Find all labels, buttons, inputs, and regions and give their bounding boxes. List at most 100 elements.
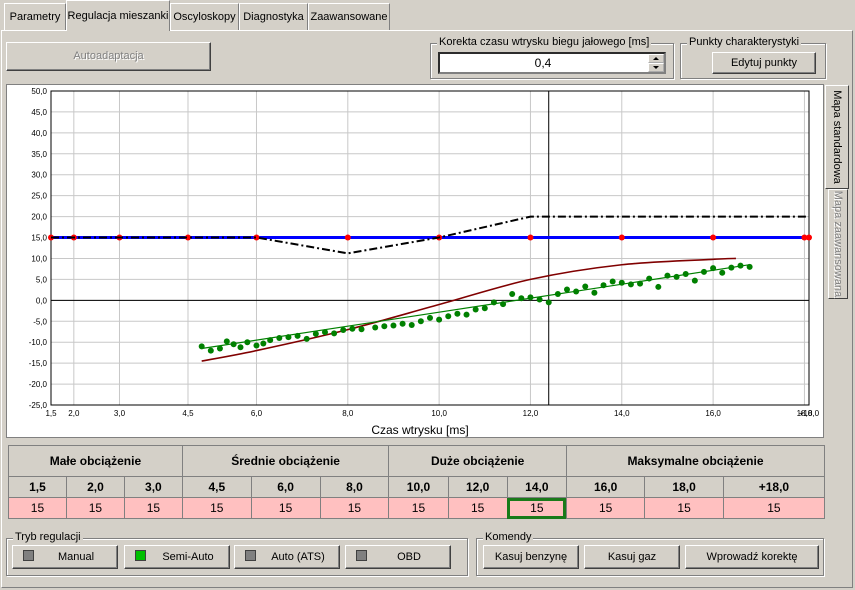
scatter-point (563, 286, 570, 293)
map-point (806, 234, 812, 241)
scatter-point (260, 340, 267, 347)
scatter-point (655, 283, 662, 290)
x-tick-label: 6,0 (251, 409, 263, 418)
mode-obd-led-icon (356, 550, 367, 561)
tab-mapa-standardowa[interactable]: Mapa standardowa (825, 85, 849, 189)
load-header-small: Małe obciążenie (8, 445, 183, 477)
tab-mapa-zaawansowana-label: Mapa zaawansowana (832, 190, 844, 298)
value-cell[interactable]: 15 (447, 497, 508, 519)
map-point (344, 234, 351, 241)
value-cell[interactable]: 15 (65, 497, 125, 519)
load-header-large: Duże obciążenie (388, 445, 567, 477)
tab-regulacja-mieszanki[interactable]: Regulacja mieszanki (66, 0, 170, 31)
scatter-point (472, 306, 479, 313)
column-header: 8,0 (319, 476, 390, 498)
tab-mapa-zaawansowana[interactable]: Mapa zaawansowana (828, 189, 848, 299)
scatter-point (500, 301, 507, 308)
mode-semi-auto-led-icon (135, 550, 146, 561)
arrow-down-icon (653, 66, 659, 69)
scatter-point (285, 334, 292, 341)
edit-points-button[interactable]: Edytuj punkty (712, 52, 816, 74)
idle-correction-group: Korekta czasu wtrysku biegu jałowego [ms… (430, 36, 674, 79)
value-cell[interactable]: 15 (388, 497, 449, 519)
scatter-point (490, 299, 497, 306)
value-cell[interactable]: 15 (250, 497, 321, 519)
mixture-chart[interactable]: 50,0 45,0 40,0 35,0 30,0 25,0 20,0 15,0 10,0 5,0 0… (7, 85, 823, 437)
idle-correction-title: Korekta czasu wtrysku biegu jałowego [ms… (437, 36, 652, 48)
mode-auto-ats-button[interactable]: Auto (ATS) (234, 545, 340, 569)
scatter-point (600, 282, 607, 289)
mode-obd-label: OBD (397, 551, 421, 563)
characteristic-points-group: Punkty charakterystyki Edytuj punkty (680, 36, 826, 79)
spin-up-button[interactable] (648, 54, 664, 63)
clear-gas-button[interactable]: Kasuj gaz (584, 545, 680, 569)
column-header-row: 1,5 2,0 3,0 4,5 6,0 8,0 10,0 12,0 14,0 16,0 18,0 +1… (8, 476, 826, 498)
scatter-point (518, 295, 525, 302)
mode-manual-label: Manual (57, 551, 95, 563)
load-header-max: Maksymalne obciążenie (565, 445, 826, 477)
y-tick-label: -15,0 (29, 359, 48, 368)
map-point (801, 234, 808, 241)
x-tick-label: 8,0 (342, 409, 354, 418)
scatter-point (618, 279, 625, 286)
tab-oscyloskopy[interactable]: Oscyloskopy (170, 3, 239, 30)
apply-correction-button[interactable]: Wprowadź korektę (685, 545, 819, 569)
spin-down-button[interactable] (648, 63, 664, 72)
value-cell[interactable]: 15 (506, 497, 567, 519)
autoadaptation-button[interactable]: Autoadaptacja (6, 42, 211, 71)
mode-semi-auto-button[interactable]: Semi-Auto (124, 545, 230, 569)
map-point (527, 234, 534, 241)
scatter-point (746, 263, 753, 270)
tab-parametry[interactable]: Parametry (4, 3, 66, 30)
scatter-point (682, 270, 689, 277)
x-axis-label: Czas wtrysku [ms] (371, 423, 468, 437)
value-cell[interactable]: 15 (319, 497, 390, 519)
scatter-point (223, 338, 230, 345)
x-tick-label: 1,5 (45, 409, 57, 418)
scatter-point (312, 330, 319, 337)
idle-correction-value[interactable]: 0,4 (534, 56, 552, 70)
commands-group-title: Komendy (483, 531, 534, 543)
apply-correction-label: Wprowadź korektę (706, 551, 798, 563)
x-tick-label: 4,5 (182, 409, 194, 418)
value-cell[interactable]: 15 (722, 497, 826, 519)
plot-area (50, 90, 810, 406)
scatter-point (573, 288, 580, 295)
scatter-point (417, 318, 424, 325)
clear-petrol-button[interactable]: Kasuj benzynę (483, 545, 579, 569)
scatter-point (481, 305, 488, 312)
value-cell[interactable]: 15 (644, 497, 724, 519)
mode-obd-button[interactable]: OBD (345, 545, 451, 569)
mode-group: Tryb regulacji (6, 531, 468, 576)
x-tick-label: 18,0 (797, 409, 813, 418)
arrow-up-icon (653, 57, 659, 60)
tab-diagnostyka[interactable]: Diagnostyka (239, 3, 308, 30)
map-point (618, 234, 625, 241)
column-header: 4,5 (181, 476, 252, 498)
x-tick-label: 16,0 (705, 409, 721, 418)
scatter-point (646, 275, 653, 282)
x-tick-label: +18,0 (799, 409, 820, 418)
scatter-point (436, 316, 443, 323)
y-tick-label: -20,0 (29, 380, 48, 389)
y-tick-label: -10,0 (29, 338, 48, 347)
column-header: 10,0 (388, 476, 449, 498)
x-tick-label: 14,0 (614, 409, 630, 418)
scatter-point (427, 314, 433, 321)
value-cell[interactable]: 15 (8, 497, 67, 519)
scatter-point (340, 327, 347, 334)
scatter-point (244, 339, 251, 346)
mode-manual-led-icon (23, 550, 34, 561)
mode-manual-button[interactable]: Manual (12, 545, 118, 569)
mode-auto-ats-led-icon (245, 550, 256, 561)
tab-zaawansowane[interactable]: Zaawansowane (308, 3, 390, 30)
value-cell[interactable]: 15 (123, 497, 183, 519)
map-point (253, 234, 260, 241)
y-tick-label: -5,0 (33, 317, 47, 326)
value-cell[interactable]: 15 (565, 497, 646, 519)
y-tick-label: 50,0 (31, 87, 47, 96)
y-tick-label: 45,0 (31, 108, 47, 117)
value-cell[interactable]: 15 (181, 497, 252, 519)
idle-correction-spinbox[interactable]: 0,4 (438, 52, 666, 74)
scatter-point (230, 341, 237, 348)
